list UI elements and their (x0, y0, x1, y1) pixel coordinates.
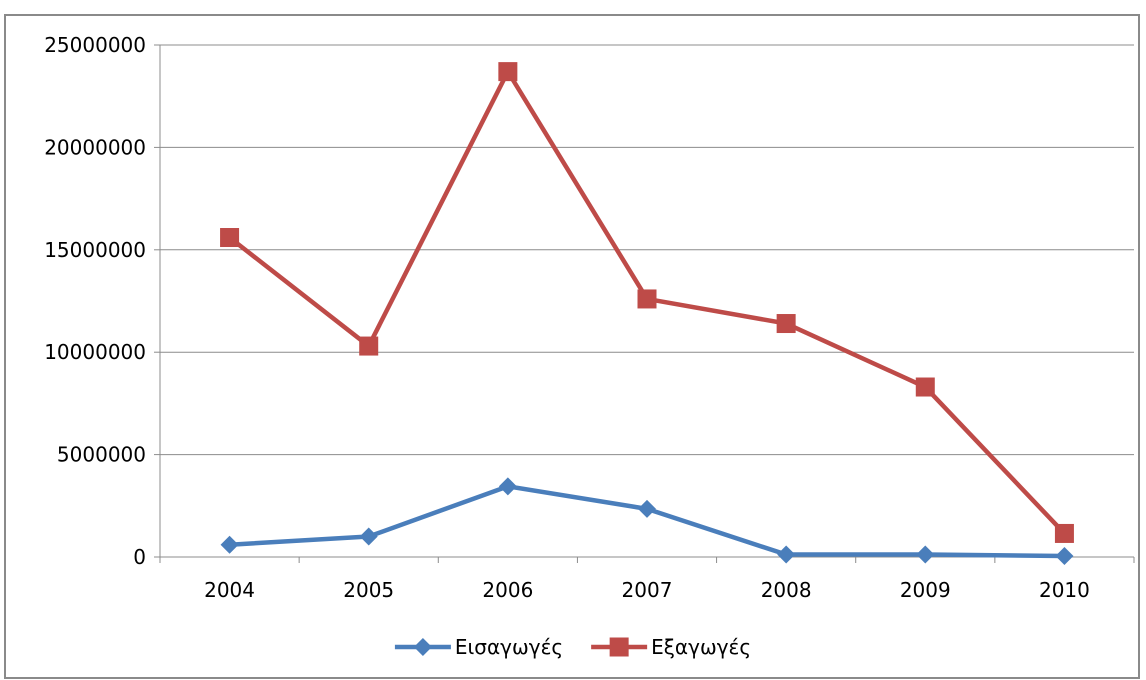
x-axis-tick-label: 2004 (204, 578, 255, 602)
data-point-marker (637, 289, 657, 309)
y-axis-tick-label: 25000000 (44, 33, 146, 57)
chart-frame (4, 14, 1140, 679)
series-lines (220, 62, 1074, 565)
data-point-marker (638, 499, 656, 518)
axes (154, 44, 1135, 563)
y-axis-tick-label: 15000000 (44, 238, 146, 262)
y-axis-tick-label: 10000000 (44, 340, 146, 364)
x-axis-tick-label: 2007 (622, 578, 673, 602)
legend-marker (609, 637, 629, 657)
x-axis-tick-label: 2005 (343, 578, 394, 602)
data-point-marker (915, 377, 935, 397)
legend-label: Εξαγωγές (651, 635, 751, 659)
data-point-marker (1055, 546, 1074, 565)
data-point-marker (498, 62, 518, 82)
legend-item: Εισαγωγές (394, 635, 563, 659)
data-point-marker (359, 527, 378, 546)
x-axis-tick-label: 2006 (482, 578, 533, 602)
gridlines (160, 44, 1134, 456)
data-point-marker (498, 477, 517, 496)
x-axis-tick-label: 2009 (900, 578, 951, 602)
legend-item: Εξαγωγές (591, 635, 751, 659)
y-axis-tick-label: 5000000 (57, 443, 146, 467)
x-axis-tick-label: 2008 (761, 578, 812, 602)
series-line (227, 484, 1067, 559)
data-point-marker (220, 228, 240, 248)
y-axis-tick-label: 0 (133, 545, 146, 569)
data-point-marker (359, 336, 379, 356)
legend: Εισαγωγές Εξαγωγές (394, 635, 751, 659)
series-1 (220, 477, 1074, 565)
data-point-marker (916, 545, 935, 564)
x-axis-tick-labels: 2004 2005 2006 2007 2008 2009 2010 (204, 578, 1090, 602)
x-axis-tick-label: 2010 (1039, 578, 1090, 602)
legend-marker (413, 638, 432, 656)
data-point-marker (777, 545, 796, 564)
legend-label: Εισαγωγές (455, 635, 563, 659)
series-2 (220, 62, 1074, 543)
data-point-marker (220, 535, 239, 554)
data-point-marker (776, 314, 796, 334)
data-point-marker (1054, 523, 1074, 543)
y-axis-tick-label: 20000000 (44, 135, 146, 159)
y-axis-tick-labels: 0 5000000 10000000 15000000 20000000 25000000 (44, 33, 146, 569)
